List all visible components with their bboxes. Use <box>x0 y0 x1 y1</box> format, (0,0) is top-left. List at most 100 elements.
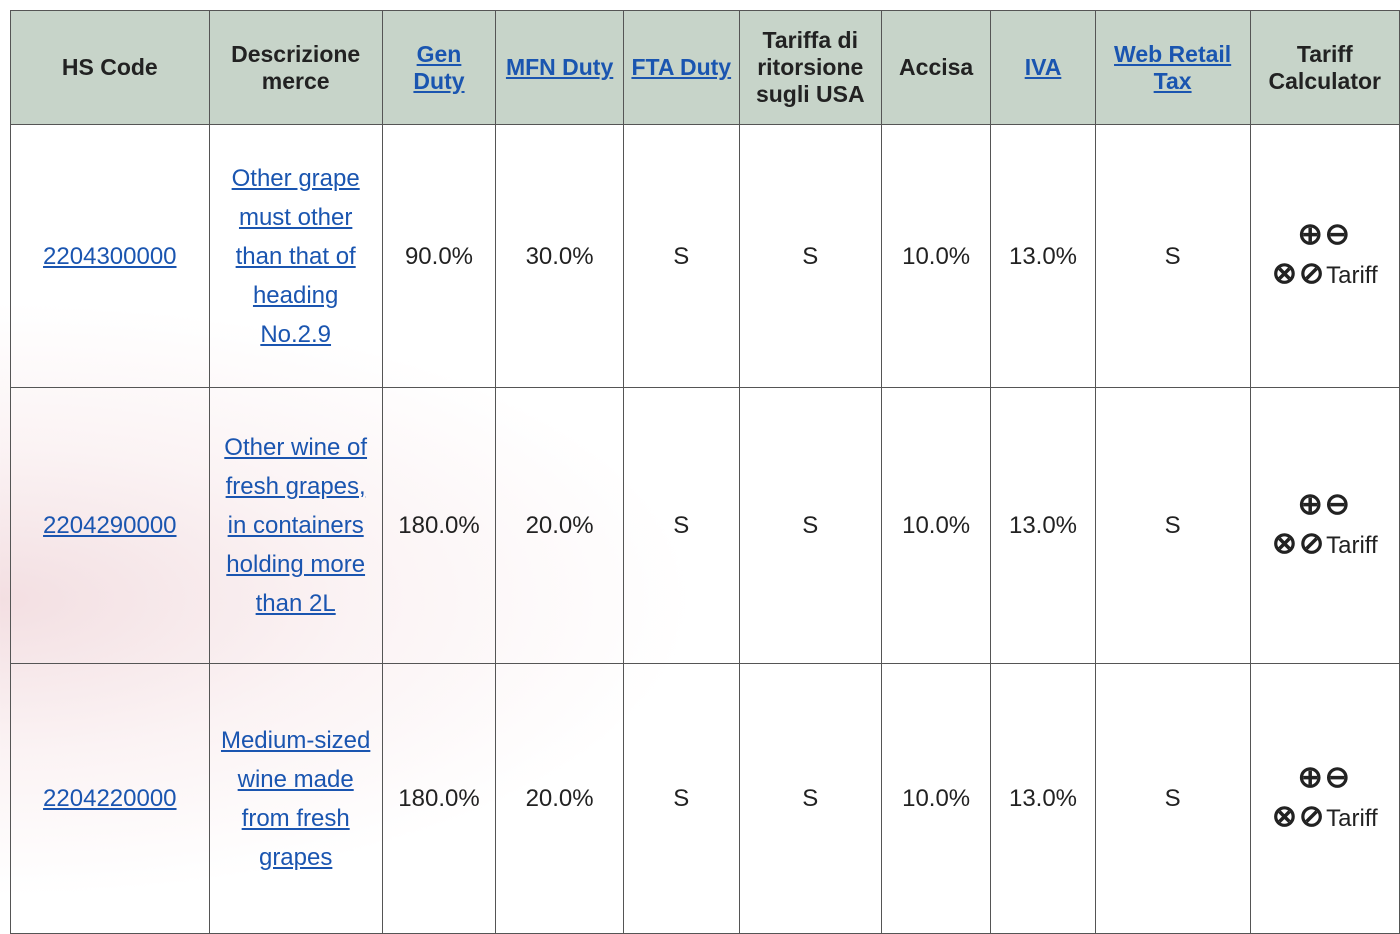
coin-icon[interactable]: S <box>802 512 819 539</box>
table-cell: ⊕⊖ ⊗⊘Tariff <box>1249 124 1400 388</box>
table-cell: S <box>622 663 740 934</box>
calc-ops: ⊕⊖ ⊗⊘ <box>1272 761 1352 833</box>
table-cell: ⊕⊖ ⊗⊘Tariff <box>1249 387 1400 664</box>
header-text: Tariff Calculator <box>1268 40 1382 94</box>
mfn-duty: 20.0% <box>525 785 594 812</box>
header-row: HS Code Descrizione merce Gen Duty MFN Duty… <box>10 10 1400 125</box>
header-text: Accisa <box>899 54 974 80</box>
accisa: 10.0% <box>902 242 971 270</box>
table-cell: S <box>738 124 882 388</box>
gen-duty: 180.0% <box>398 785 480 812</box>
header-cell: Tariff Calculator <box>1249 10 1400 125</box>
header-cell: HS Code <box>10 10 210 125</box>
table-cell: S <box>1094 663 1251 934</box>
table-cell: 20.0% <box>495 663 624 934</box>
table-cell: Other wine of fresh grapes, in container… <box>208 387 383 664</box>
table-cell: 13.0% <box>990 124 1096 388</box>
table-cell: Other grape must other than that of head… <box>208 124 383 388</box>
calculator-icon[interactable]: ⊕⊖ ⊗⊘Tariff <box>1272 489 1378 559</box>
header-text: HS Code <box>61 54 158 80</box>
table-cell: Medium-sized wine made from fresh grapes <box>208 663 383 934</box>
accisa: 10.0% <box>902 512 971 539</box>
hs-code-link[interactable]: 2204220000 <box>43 785 177 812</box>
coin-icon[interactable]: S <box>673 512 690 539</box>
calc-label: Tariff <box>1326 262 1378 289</box>
op-row: ⊗⊘ <box>1271 526 1327 560</box>
table-row: 2204290000 Other wine of fresh grapes, in… <box>10 387 1400 664</box>
coin-icon[interactable]: S <box>1164 242 1181 270</box>
calc-label: Tariff <box>1326 804 1378 832</box>
header-cell: Descrizione merce <box>208 10 383 125</box>
table-row: 2204300000 Other grape must other than th… <box>10 124 1400 388</box>
table-body: 2204300000 Other grape must other than th… <box>10 124 1400 934</box>
op-row: ⊗⊘ <box>1271 257 1327 290</box>
header-text: Descrizione merce <box>231 40 361 94</box>
coin-icon[interactable]: S <box>802 242 819 270</box>
header-link[interactable]: FTA Duty <box>631 54 732 80</box>
description-link[interactable]: Other wine of fresh grapes, in container… <box>224 434 368 617</box>
table-cell: 10.0% <box>880 387 992 664</box>
accisa: 10.0% <box>902 785 971 812</box>
table-cell: S <box>738 663 882 934</box>
op-row: ⊕⊖ <box>1297 760 1352 794</box>
header-cell: IVA <box>990 10 1096 125</box>
header-cell: Web Retail Tax <box>1094 10 1251 125</box>
description-link[interactable]: Medium-sized wine made from fresh grapes <box>220 726 371 871</box>
header-cell: FTA Duty <box>622 10 740 125</box>
table-cell: 13.0% <box>990 387 1096 664</box>
table-row: 2204220000 Medium-sized wine made from fr… <box>10 663 1400 934</box>
header-link[interactable]: MFN Duty <box>505 54 614 80</box>
gen-duty: 90.0% <box>404 242 474 270</box>
table-cell: 10.0% <box>880 124 992 388</box>
table-cell: 30.0% <box>495 124 624 388</box>
header-cell: Gen Duty <box>381 10 497 125</box>
table-cell: 2204220000 <box>10 663 210 934</box>
calc-label: Tariff <box>1326 531 1378 559</box>
table-cell: S <box>622 124 740 388</box>
table-cell: 180.0% <box>381 663 497 934</box>
header-cell: Accisa <box>880 10 992 125</box>
table-cell: S <box>1094 124 1251 388</box>
header-cell: MFN Duty <box>495 10 624 125</box>
header-text: Tariffa di ritorsione sugli USA <box>755 27 865 107</box>
iva: 13.0% <box>1008 242 1078 270</box>
mfn-duty: 20.0% <box>525 512 594 539</box>
op-row: ⊗⊘ <box>1271 799 1327 833</box>
header-link[interactable]: Web Retail Tax <box>1114 40 1232 94</box>
tariff-table: HS Code Descrizione merce Gen Duty MFN Duty… <box>10 10 1400 934</box>
coin-icon[interactable]: S <box>673 242 690 270</box>
table-cell: S <box>622 387 740 664</box>
table-wrap: HS Code Descrizione merce Gen Duty MFN Duty… <box>10 10 1400 934</box>
description-link[interactable]: Other grape must other than that of head… <box>231 164 360 348</box>
coin-icon[interactable]: S <box>1164 785 1181 812</box>
coin-icon[interactable]: S <box>673 785 690 812</box>
header-cell: Tariffa di ritorsione sugli USA <box>738 10 882 125</box>
coin-icon[interactable]: S <box>1164 512 1181 539</box>
table-cell: S <box>738 387 882 664</box>
table-cell: 10.0% <box>880 663 992 934</box>
table-cell: 2204290000 <box>10 387 210 664</box>
op-row: ⊕⊖ <box>1297 218 1352 251</box>
mfn-duty: 30.0% <box>525 242 594 270</box>
gen-duty: 180.0% <box>398 512 480 539</box>
table-cell: 90.0% <box>381 124 497 388</box>
header-link[interactable]: IVA <box>1024 54 1062 80</box>
table-cell: ⊕⊖ ⊗⊘Tariff <box>1249 663 1400 934</box>
hs-code-link[interactable]: 2204290000 <box>43 512 177 539</box>
table-cell: S <box>1094 387 1251 664</box>
table-cell: 180.0% <box>381 387 497 664</box>
hs-code-link[interactable]: 2204300000 <box>43 242 177 270</box>
table-cell: 2204300000 <box>10 124 210 388</box>
table-cell: 13.0% <box>990 663 1096 934</box>
calculator-icon[interactable]: ⊕⊖ ⊗⊘Tariff <box>1272 762 1378 832</box>
calculator-icon[interactable]: ⊕⊖ ⊗⊘Tariff <box>1272 220 1378 290</box>
calc-ops: ⊕⊖ ⊗⊘ <box>1272 218 1352 290</box>
op-row: ⊕⊖ <box>1297 487 1352 521</box>
iva: 13.0% <box>1008 785 1078 812</box>
header-link[interactable]: Gen Duty <box>413 40 465 94</box>
iva: 13.0% <box>1008 512 1078 539</box>
calc-ops: ⊕⊖ ⊗⊘ <box>1272 488 1352 560</box>
table-cell: 20.0% <box>495 387 624 664</box>
coin-icon[interactable]: S <box>802 785 819 812</box>
